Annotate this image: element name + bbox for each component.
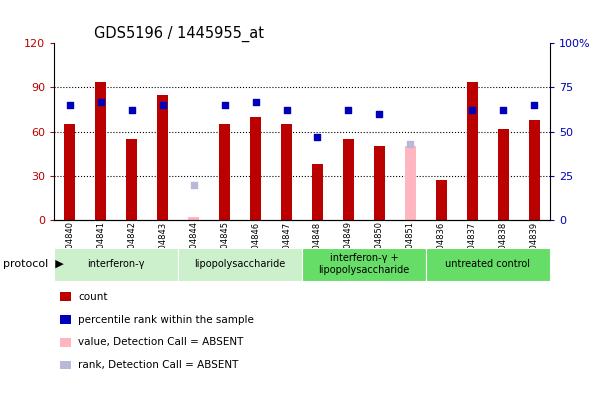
Bar [126, 139, 137, 220]
Bar [188, 217, 199, 220]
Text: percentile rank within the sample: percentile rank within the sample [78, 314, 254, 325]
Bar [312, 164, 323, 220]
Bar [250, 117, 261, 220]
Point [157, 102, 167, 108]
Bar [219, 124, 230, 220]
Bar [436, 180, 447, 220]
Bar [95, 82, 106, 220]
Bar [405, 146, 416, 220]
Point [65, 102, 75, 108]
Bar [343, 139, 354, 220]
Bar [374, 146, 385, 220]
Text: interferon-γ: interferon-γ [87, 259, 145, 269]
Point [282, 107, 291, 114]
Bar [498, 129, 509, 220]
Point [499, 107, 508, 114]
Bar [467, 82, 478, 220]
Point [251, 98, 260, 105]
Bar [529, 120, 540, 220]
Point [468, 107, 477, 114]
Point [189, 182, 198, 188]
Text: protocol  ▶: protocol ▶ [3, 259, 64, 269]
Point [529, 102, 539, 108]
Point [127, 107, 136, 114]
Text: interferon-γ +
lipopolysaccharide: interferon-γ + lipopolysaccharide [319, 253, 410, 275]
Text: rank, Detection Call = ABSENT: rank, Detection Call = ABSENT [78, 360, 239, 370]
Bar [178, 248, 302, 281]
Bar [64, 124, 75, 220]
Point [220, 102, 230, 108]
Point [96, 98, 105, 105]
Text: lipopolysaccharide: lipopolysaccharide [194, 259, 285, 269]
Text: GDS5196 / 1445955_at: GDS5196 / 1445955_at [94, 26, 264, 42]
Text: value, Detection Call = ABSENT: value, Detection Call = ABSENT [78, 337, 243, 347]
Bar [426, 248, 550, 281]
Text: untreated control: untreated control [445, 259, 531, 269]
Point [374, 111, 384, 117]
Bar [54, 248, 178, 281]
Point [344, 107, 353, 114]
Point [313, 134, 322, 140]
Bar [302, 248, 426, 281]
Point [406, 141, 415, 147]
Bar [281, 124, 292, 220]
Text: count: count [78, 292, 108, 302]
Bar [157, 95, 168, 220]
